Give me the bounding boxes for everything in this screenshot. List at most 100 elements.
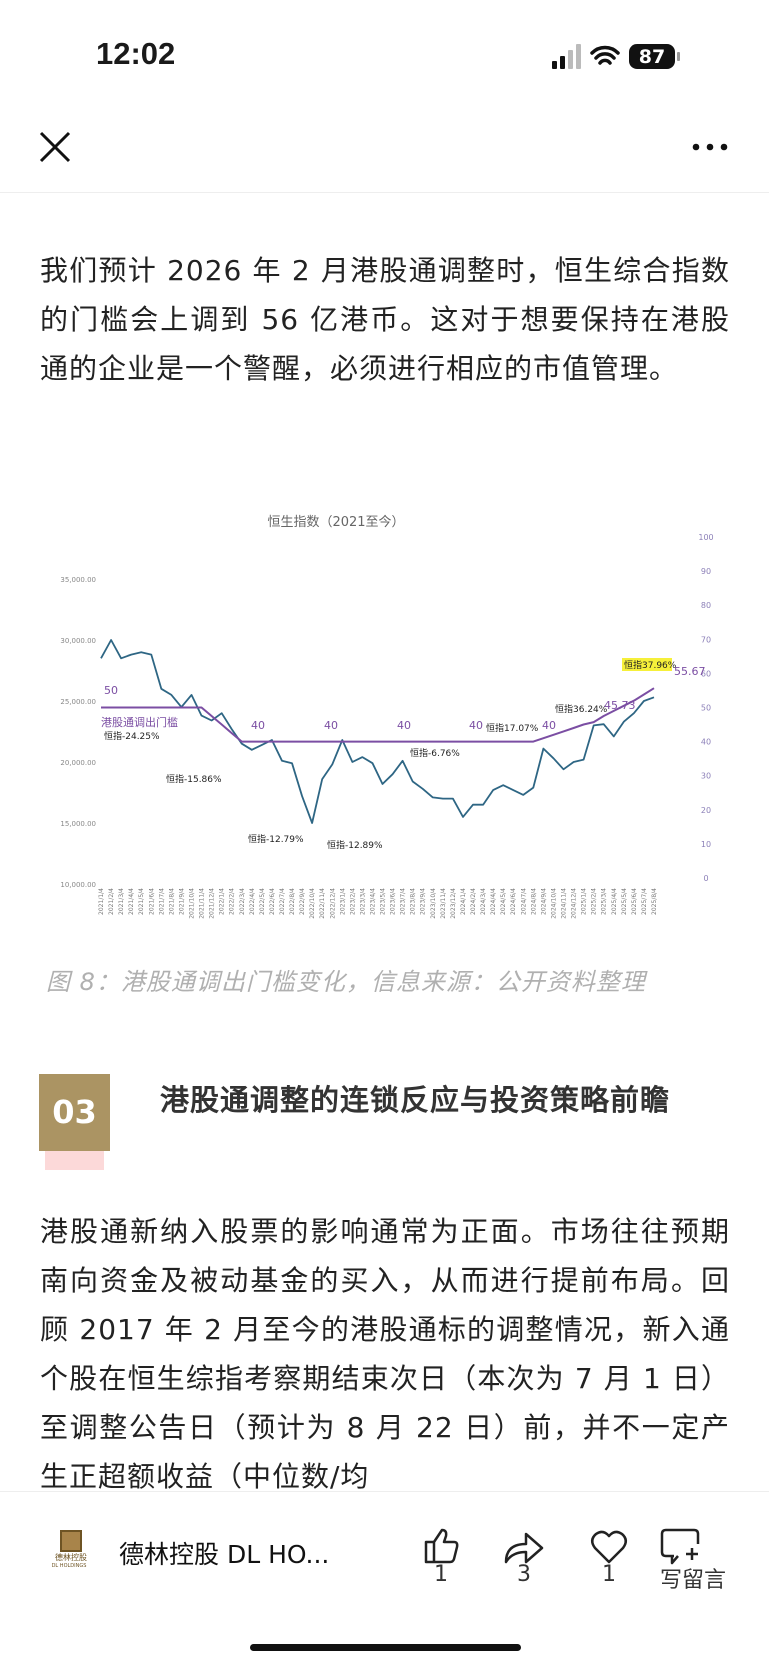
y2-tick-label: 50 (701, 704, 711, 713)
account-logo[interactable]: 德林控股 DL HOLDINGS (51, 1530, 91, 1572)
x-tick-label: 2021/8/4 (168, 888, 175, 915)
annotation: 40 (324, 719, 338, 732)
like-count: 1 (434, 1562, 448, 1587)
x-tick-label: 2024/10/4 (550, 888, 557, 919)
annotation: 40 (397, 719, 411, 732)
x-tick-label: 2021/6/4 (148, 888, 155, 915)
x-tick-label: 2022/12/4 (329, 888, 336, 919)
x-tick-label: 2022/11/4 (319, 888, 326, 919)
x-tick-label: 2022/6/4 (269, 888, 276, 915)
action-icons (424, 1528, 700, 1565)
x-tick-label: 2021/1/4 (98, 888, 105, 915)
share-count: 3 (517, 1562, 531, 1587)
section-number: 03 (39, 1074, 110, 1151)
bottom-bar: 德林控股 DL HOLDINGS 德林控股 DL HO... 1 3 1 写留言 (0, 1491, 769, 1666)
series-line (100, 639, 655, 824)
x-tick-label: 2024/5/4 (500, 888, 507, 915)
y2-tick-label: 100 (698, 533, 713, 542)
chart-title: 恒生指数（2021至今） (267, 514, 404, 530)
section-heading: 港股通调整的连锁反应与投资策略前瞻 (160, 1083, 671, 1117)
x-tick-label: 2025/2/4 (591, 888, 598, 915)
y2-tick-label: 30 (701, 772, 711, 781)
annotation: 恒指-6.76% (410, 747, 460, 759)
x-tick-label: 2021/2/4 (108, 888, 115, 915)
y-tick-label: 35,000.00 (60, 576, 96, 584)
more-button[interactable] (690, 140, 730, 154)
x-tick-label: 2021/12/4 (209, 888, 216, 919)
x-tick-label: 2022/10/4 (309, 888, 316, 919)
x-tick-label: 2023/10/4 (430, 888, 437, 919)
logo-text: 德林控股 (55, 1553, 87, 1562)
annotation: 45.73 (604, 699, 636, 712)
like-icon[interactable] (424, 1528, 459, 1564)
x-tick-label: 2024/12/4 (571, 888, 578, 919)
x-tick-label: 2025/1/4 (581, 888, 588, 915)
annotation: 恒指-24.25% (104, 730, 160, 742)
x-tick-label: 2022/7/4 (279, 888, 286, 915)
favorite-icon[interactable] (591, 1530, 627, 1564)
paragraph: 港股通新纳入股票的影响通常为正面。市场往往预期南向资金及被动基金的买入，从而进行… (40, 1215, 730, 1491)
x-tick-label: 2025/7/4 (641, 888, 648, 915)
x-tick-label: 2023/4/4 (369, 888, 376, 915)
annotation: 港股通调出门槛 (101, 715, 178, 729)
figure-caption: 图 8：港股通调出门槛变化，信息来源：公开资料整理 (46, 968, 646, 996)
paragraph: 我们预计 2026 年 2 月港股通调整时，恒生综合指数的门槛会上调到 56 亿… (40, 254, 730, 385)
close-button[interactable] (38, 130, 72, 164)
x-tick-label: 2023/3/4 (359, 888, 366, 915)
x-tick-label: 2023/5/4 (380, 888, 387, 915)
y-tick-label: 20,000.00 (60, 759, 96, 767)
x-tick-label: 2024/4/4 (490, 888, 497, 915)
home-indicator (250, 1644, 521, 1651)
annotation: 恒指-12.89% (327, 839, 383, 851)
y2-tick-label: 90 (701, 567, 711, 576)
comment-label[interactable]: 写留言 (659, 1568, 726, 1593)
series-line (101, 687, 655, 743)
annotation: 恒指-12.79% (248, 833, 304, 845)
y2-tick-label: 0 (703, 874, 708, 883)
annotation: 40 (251, 719, 265, 732)
x-tick-label: 2023/12/4 (450, 888, 457, 919)
x-tick-label: 2021/4/4 (128, 888, 135, 915)
y2-tick-label: 70 (701, 635, 711, 644)
chart: 恒生指数（2021至今） 10,000.00 15,000.00 20,000.00 2… (60, 514, 713, 919)
x-tick-label: 2024/8/4 (530, 888, 537, 915)
highlight (622, 658, 672, 671)
status-icons: 87 (552, 44, 680, 69)
y-tick-label: 15,000.00 (60, 820, 96, 828)
y2-tick-label: 10 (701, 840, 711, 849)
share-icon[interactable] (504, 1532, 544, 1564)
x-tick-label: 2021/11/4 (199, 888, 206, 919)
x-tick-label: 2024/3/4 (480, 888, 487, 915)
x-tick-label: 2025/3/4 (601, 888, 608, 915)
x-tick-label: 2024/7/4 (520, 888, 527, 915)
x-tick-label: 2024/6/4 (510, 888, 517, 915)
x-tick-label: 2021/7/4 (158, 888, 165, 915)
x-tick-label: 2023/8/4 (410, 888, 417, 915)
comment-icon[interactable] (660, 1528, 700, 1565)
x-tick-label: 2024/9/4 (540, 888, 547, 915)
x-tick-label: 2024/1/4 (460, 888, 467, 915)
annotation: 55.67 (674, 665, 706, 678)
x-tick-label: 2022/8/4 (289, 888, 296, 915)
x-tick-label: 2023/11/4 (440, 888, 447, 919)
annotation: 50 (104, 684, 118, 697)
y2-tick-label: 80 (701, 601, 711, 610)
x-tick-label: 2023/1/4 (339, 888, 346, 915)
battery-level: 87 (639, 46, 665, 68)
x-tick-label: 2023/6/4 (390, 888, 397, 915)
annotation: 40 (469, 719, 483, 732)
x-tick-label: 2024/11/4 (561, 888, 568, 919)
annotation: 恒指-15.86% (166, 773, 222, 785)
x-tick-label: 2022/3/4 (239, 888, 246, 915)
annotation: 恒指36.24% (555, 703, 608, 715)
section-accent (45, 1151, 104, 1170)
x-tick-label: 2023/9/4 (420, 888, 427, 915)
x-tick-label: 2024/2/4 (470, 888, 477, 915)
x-tick-label: 2023/2/4 (349, 888, 356, 915)
y2-tick-label: 20 (701, 806, 711, 815)
x-tick-label: 2022/2/4 (229, 888, 236, 915)
y-tick-label: 10,000.00 (60, 881, 96, 889)
account-name[interactable]: 德林控股 DL HO... (119, 1540, 330, 1569)
x-tick-label: 2021/5/4 (138, 888, 145, 915)
